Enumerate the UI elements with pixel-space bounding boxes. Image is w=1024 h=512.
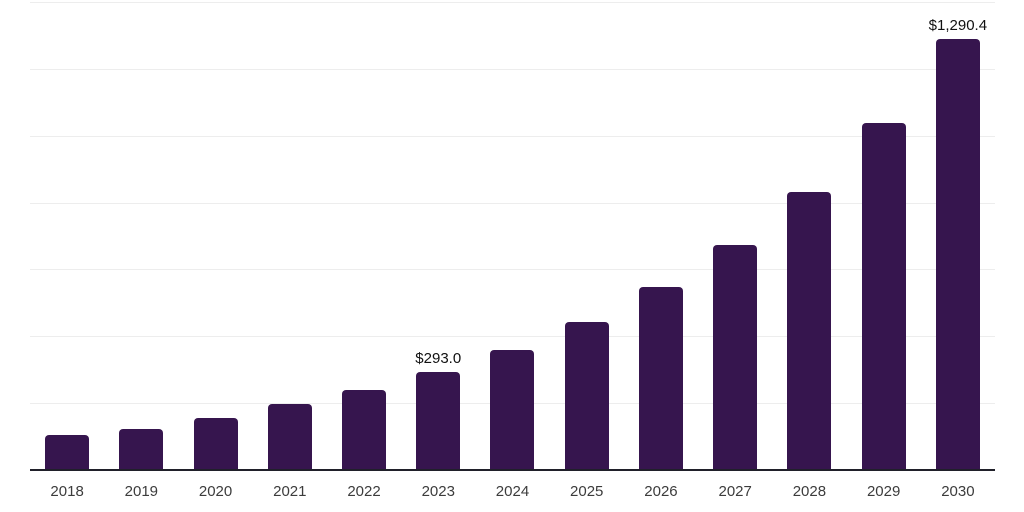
x-tick-label: 2026 bbox=[644, 483, 678, 500]
bar-slot bbox=[178, 2, 252, 470]
bar-2018 bbox=[45, 435, 90, 470]
x-tick-label: 2030 bbox=[941, 483, 975, 500]
x-tick-label: 2028 bbox=[792, 483, 827, 500]
x-tick-label: 2020 bbox=[198, 483, 233, 500]
gridline bbox=[30, 202, 995, 204]
bar-slot: $293.0 bbox=[401, 2, 475, 470]
gridline bbox=[30, 2, 995, 3]
gridline bbox=[30, 336, 995, 338]
x-tick-label: 2019 bbox=[124, 483, 159, 500]
bar-2026 bbox=[638, 287, 683, 470]
bar-value-label: $293.0 bbox=[415, 350, 462, 368]
bar-2019 bbox=[119, 428, 164, 470]
bar-slot bbox=[847, 2, 921, 470]
bar-slot bbox=[30, 2, 104, 470]
x-tick-label: 2023 bbox=[421, 483, 455, 500]
bar-2025 bbox=[564, 322, 609, 470]
x-tick-label: 2027 bbox=[718, 483, 752, 500]
bar-2023 bbox=[416, 372, 461, 470]
x-tick-label: 2025 bbox=[570, 483, 604, 500]
x-tick-label: 2022 bbox=[347, 483, 381, 500]
bar-slot bbox=[698, 2, 772, 470]
bar-2020 bbox=[193, 417, 238, 470]
gridline bbox=[30, 269, 995, 271]
plot-area: $293.0 $1,290.4 bbox=[30, 2, 995, 470]
bar-slot bbox=[550, 2, 624, 470]
gridline bbox=[30, 68, 995, 70]
bar-slot bbox=[327, 2, 401, 470]
bar-slot bbox=[475, 2, 549, 470]
bar-2028 bbox=[787, 191, 832, 470]
x-axis-tick-labels: 2018 2019 2020 2021 2022 2023 2024 2025 2026 2027… bbox=[30, 482, 995, 502]
x-tick-label: 2024 bbox=[495, 483, 530, 500]
bar-slot bbox=[624, 2, 698, 470]
bar-slot: $1,290.4 bbox=[921, 2, 995, 470]
bar-slot bbox=[772, 2, 846, 470]
bar-2021 bbox=[267, 404, 312, 470]
gridline bbox=[30, 135, 995, 137]
bar-slot bbox=[253, 2, 327, 470]
x-tick-label: 2029 bbox=[866, 483, 901, 500]
x-tick-label: 2021 bbox=[273, 483, 307, 500]
bar-2022 bbox=[342, 390, 387, 470]
bar-2024 bbox=[490, 350, 535, 470]
bar-2027 bbox=[713, 245, 758, 470]
bar-2030 bbox=[935, 38, 980, 470]
bar-2029 bbox=[861, 123, 906, 470]
bar-value-label: $1,290.4 bbox=[928, 16, 988, 34]
bar-slot bbox=[104, 2, 178, 470]
x-tick-label: 2018 bbox=[50, 483, 84, 500]
x-axis-line bbox=[30, 469, 995, 471]
